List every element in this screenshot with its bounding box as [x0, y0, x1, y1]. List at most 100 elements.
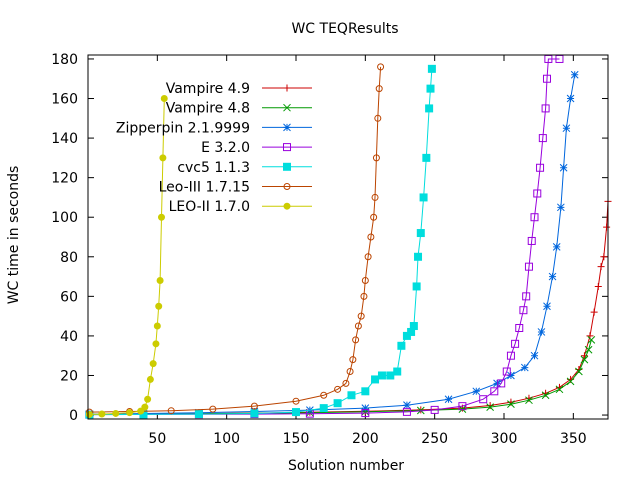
data-point — [250, 409, 259, 418]
data-point — [530, 351, 539, 360]
data-point — [320, 391, 328, 399]
y-tick-label: 160 — [51, 92, 78, 108]
data-point — [283, 84, 291, 92]
x-tick-label: 250 — [421, 431, 448, 447]
data-point — [587, 336, 596, 344]
x-tick-label: 300 — [491, 431, 518, 447]
data-point — [444, 395, 453, 404]
x-tick-label: 100 — [213, 431, 240, 447]
data-point — [533, 189, 542, 198]
data-point — [519, 306, 528, 315]
y-tick-label: 40 — [60, 329, 78, 345]
y-tick-label: 140 — [51, 131, 78, 147]
data-point — [536, 163, 545, 172]
data-point — [157, 213, 165, 221]
series-line — [89, 58, 560, 416]
data-point — [146, 375, 154, 383]
x-tick-label: 350 — [560, 431, 587, 447]
data-point — [194, 410, 203, 419]
data-point — [361, 387, 370, 396]
data-point — [541, 104, 550, 113]
data-point — [507, 400, 515, 409]
data-point — [430, 405, 439, 414]
data-point — [527, 236, 536, 245]
data-point — [283, 143, 291, 152]
legend-label: Vampire 4.8 — [166, 101, 250, 117]
data-point — [493, 379, 501, 388]
data-point — [507, 371, 515, 380]
data-point — [427, 64, 436, 73]
data-point — [149, 360, 157, 368]
data-point — [377, 371, 386, 380]
data-point — [543, 302, 551, 311]
series-line — [89, 66, 382, 413]
data-point — [156, 277, 164, 285]
data-point — [497, 379, 506, 388]
data-point — [403, 401, 411, 410]
data-point — [490, 387, 499, 396]
legend-label: Vampire 4.9 — [166, 81, 250, 97]
series-3 — [85, 54, 564, 419]
data-point — [361, 409, 370, 418]
data-point — [542, 74, 551, 83]
data-point — [377, 63, 385, 71]
data-point — [292, 397, 300, 405]
data-point — [486, 402, 494, 410]
data-point — [584, 345, 593, 354]
data-point — [386, 371, 395, 380]
data-point — [126, 409, 134, 417]
series-5 — [85, 63, 385, 416]
y-tick-label: 120 — [51, 171, 78, 187]
legend-label: LEO-II 1.7.0 — [169, 199, 250, 215]
data-point — [283, 183, 291, 190]
data-point — [566, 94, 575, 103]
data-point — [393, 367, 402, 376]
data-point — [346, 368, 354, 376]
data-point — [541, 391, 550, 400]
data-point — [548, 272, 557, 281]
data-point — [250, 402, 258, 410]
data-point — [397, 341, 406, 350]
y-tick-label: 180 — [51, 52, 78, 68]
data-point — [416, 229, 425, 238]
data-point — [153, 322, 161, 330]
data-point — [342, 379, 350, 387]
data-point — [402, 407, 411, 416]
data-point — [580, 355, 589, 364]
data-point — [370, 213, 378, 221]
data-point — [597, 263, 605, 271]
data-point — [472, 387, 481, 396]
data-point — [603, 223, 611, 231]
data-point — [511, 339, 520, 348]
data-point — [570, 70, 579, 79]
data-point — [524, 262, 533, 271]
data-point — [425, 104, 434, 113]
data-point — [515, 324, 524, 332]
data-point — [371, 193, 379, 201]
data-point — [85, 410, 93, 418]
data-point — [486, 403, 494, 411]
y-tick-label: 60 — [60, 289, 78, 305]
data-point — [283, 162, 291, 171]
data-point — [412, 282, 421, 291]
legend-label: Leo-III 1.7.15 — [159, 180, 250, 196]
data-point — [458, 402, 467, 411]
chart-title: WC TEQResults — [291, 21, 398, 37]
y-tick-label: 20 — [60, 368, 78, 384]
data-point — [590, 308, 598, 316]
data-point — [360, 292, 368, 300]
legend-label: Zipperpin 2.1.9999 — [116, 120, 250, 136]
x-tick-label: 50 — [148, 431, 166, 447]
data-point — [112, 409, 120, 417]
data-point — [556, 203, 565, 212]
data-point — [566, 377, 575, 386]
data-point — [144, 395, 152, 403]
data-point — [334, 385, 342, 393]
y-axis-label: WC time in seconds — [6, 166, 22, 305]
data-point — [292, 408, 300, 417]
x-axis-label: Solution number — [288, 458, 404, 474]
series-6 — [85, 95, 168, 418]
y-tick-label: 100 — [51, 210, 78, 226]
legend-label: cvc5 1.1.3 — [177, 160, 250, 176]
